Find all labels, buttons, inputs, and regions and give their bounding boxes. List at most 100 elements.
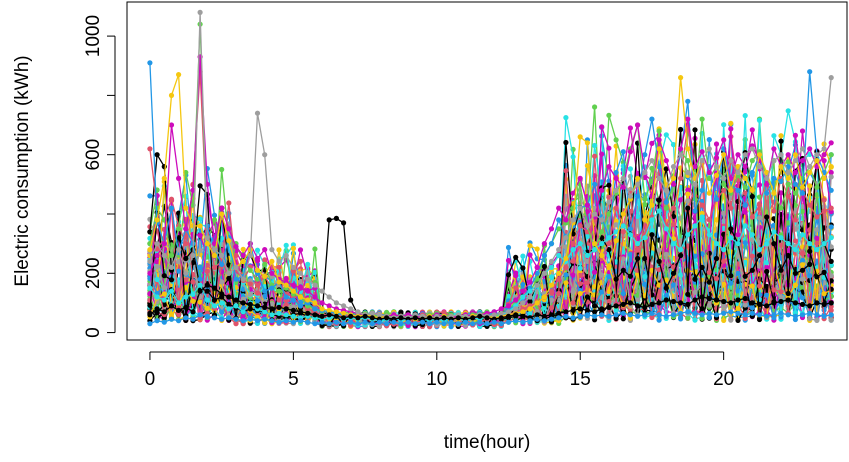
data-point [670, 221, 677, 227]
data-point [147, 229, 153, 235]
data-point [276, 247, 282, 253]
data-point [799, 250, 806, 256]
data-point [807, 299, 813, 305]
data-point [176, 293, 182, 299]
data-point [685, 315, 691, 321]
data-point [240, 296, 246, 302]
data-point [190, 298, 196, 304]
data-point [197, 183, 203, 189]
data-point [799, 204, 806, 210]
data-point [190, 279, 196, 285]
data-point [706, 279, 712, 285]
data-point [269, 301, 275, 307]
data-point [204, 305, 210, 311]
data-point [527, 310, 533, 316]
data-point [341, 220, 347, 226]
data-point [814, 227, 820, 233]
data-point [398, 310, 404, 316]
data-point [721, 317, 727, 323]
data-point [226, 301, 232, 307]
data-point [785, 159, 791, 165]
data-point [778, 289, 784, 295]
data-point [305, 282, 311, 288]
data-point [283, 302, 289, 308]
data-point [541, 263, 548, 270]
data-point [649, 232, 655, 238]
data-point [312, 246, 318, 252]
data-point [606, 182, 612, 188]
data-point [262, 320, 268, 326]
data-point [520, 253, 526, 259]
data-point [649, 140, 655, 146]
data-point [742, 259, 748, 265]
data-point [663, 166, 669, 172]
data-point [692, 289, 698, 295]
data-point [742, 302, 748, 308]
data-point [649, 228, 655, 234]
data-point [678, 238, 684, 244]
data-point [735, 270, 741, 276]
data-point [599, 124, 605, 130]
data-point [513, 254, 519, 260]
data-point [548, 274, 555, 280]
data-point [756, 215, 763, 221]
data-point [728, 317, 734, 323]
data-point [742, 113, 748, 119]
data-point [642, 274, 648, 280]
data-point [599, 272, 605, 278]
data-point [606, 194, 612, 200]
data-point [513, 273, 519, 279]
data-point [656, 197, 662, 203]
data-point [606, 112, 612, 118]
data-point [247, 291, 253, 297]
data-point [756, 117, 763, 123]
data-point [290, 304, 296, 310]
data-point [799, 267, 806, 273]
data-point [154, 263, 160, 270]
data-point [756, 316, 763, 323]
data-point [821, 197, 827, 203]
data-point [606, 274, 612, 280]
data-point [276, 264, 282, 270]
data-point [678, 314, 684, 321]
data-point [297, 247, 304, 253]
data-point [656, 247, 662, 253]
data-point [821, 269, 827, 275]
data-point [685, 268, 691, 274]
data-point [670, 142, 677, 148]
data-point [706, 302, 712, 308]
data-point [670, 282, 677, 288]
data-point [584, 294, 591, 300]
data-point [678, 252, 684, 259]
data-point [606, 145, 612, 151]
data-point [721, 281, 727, 287]
data-point [778, 133, 784, 139]
data-point [563, 139, 569, 146]
data-point [799, 128, 806, 134]
data-point [749, 193, 755, 200]
data-point [505, 272, 512, 278]
data-point [814, 317, 820, 323]
data-point [563, 272, 569, 278]
data-point [240, 304, 246, 310]
data-point [792, 206, 799, 212]
data-point [692, 127, 698, 133]
data-point [814, 235, 820, 241]
data-point [262, 257, 268, 263]
data-point [678, 126, 684, 133]
data-point [219, 279, 225, 285]
data-point [699, 210, 705, 216]
data-point [764, 268, 770, 275]
data-point [821, 291, 827, 297]
data-point [154, 259, 160, 265]
data-point [448, 324, 454, 330]
data-point [247, 306, 253, 312]
data-point [735, 317, 741, 323]
data-point [764, 260, 770, 266]
data-point [197, 216, 203, 222]
data-point [505, 244, 512, 251]
data-point [706, 137, 712, 143]
data-point [584, 233, 591, 240]
data-point [735, 306, 741, 312]
data-point [627, 252, 634, 258]
